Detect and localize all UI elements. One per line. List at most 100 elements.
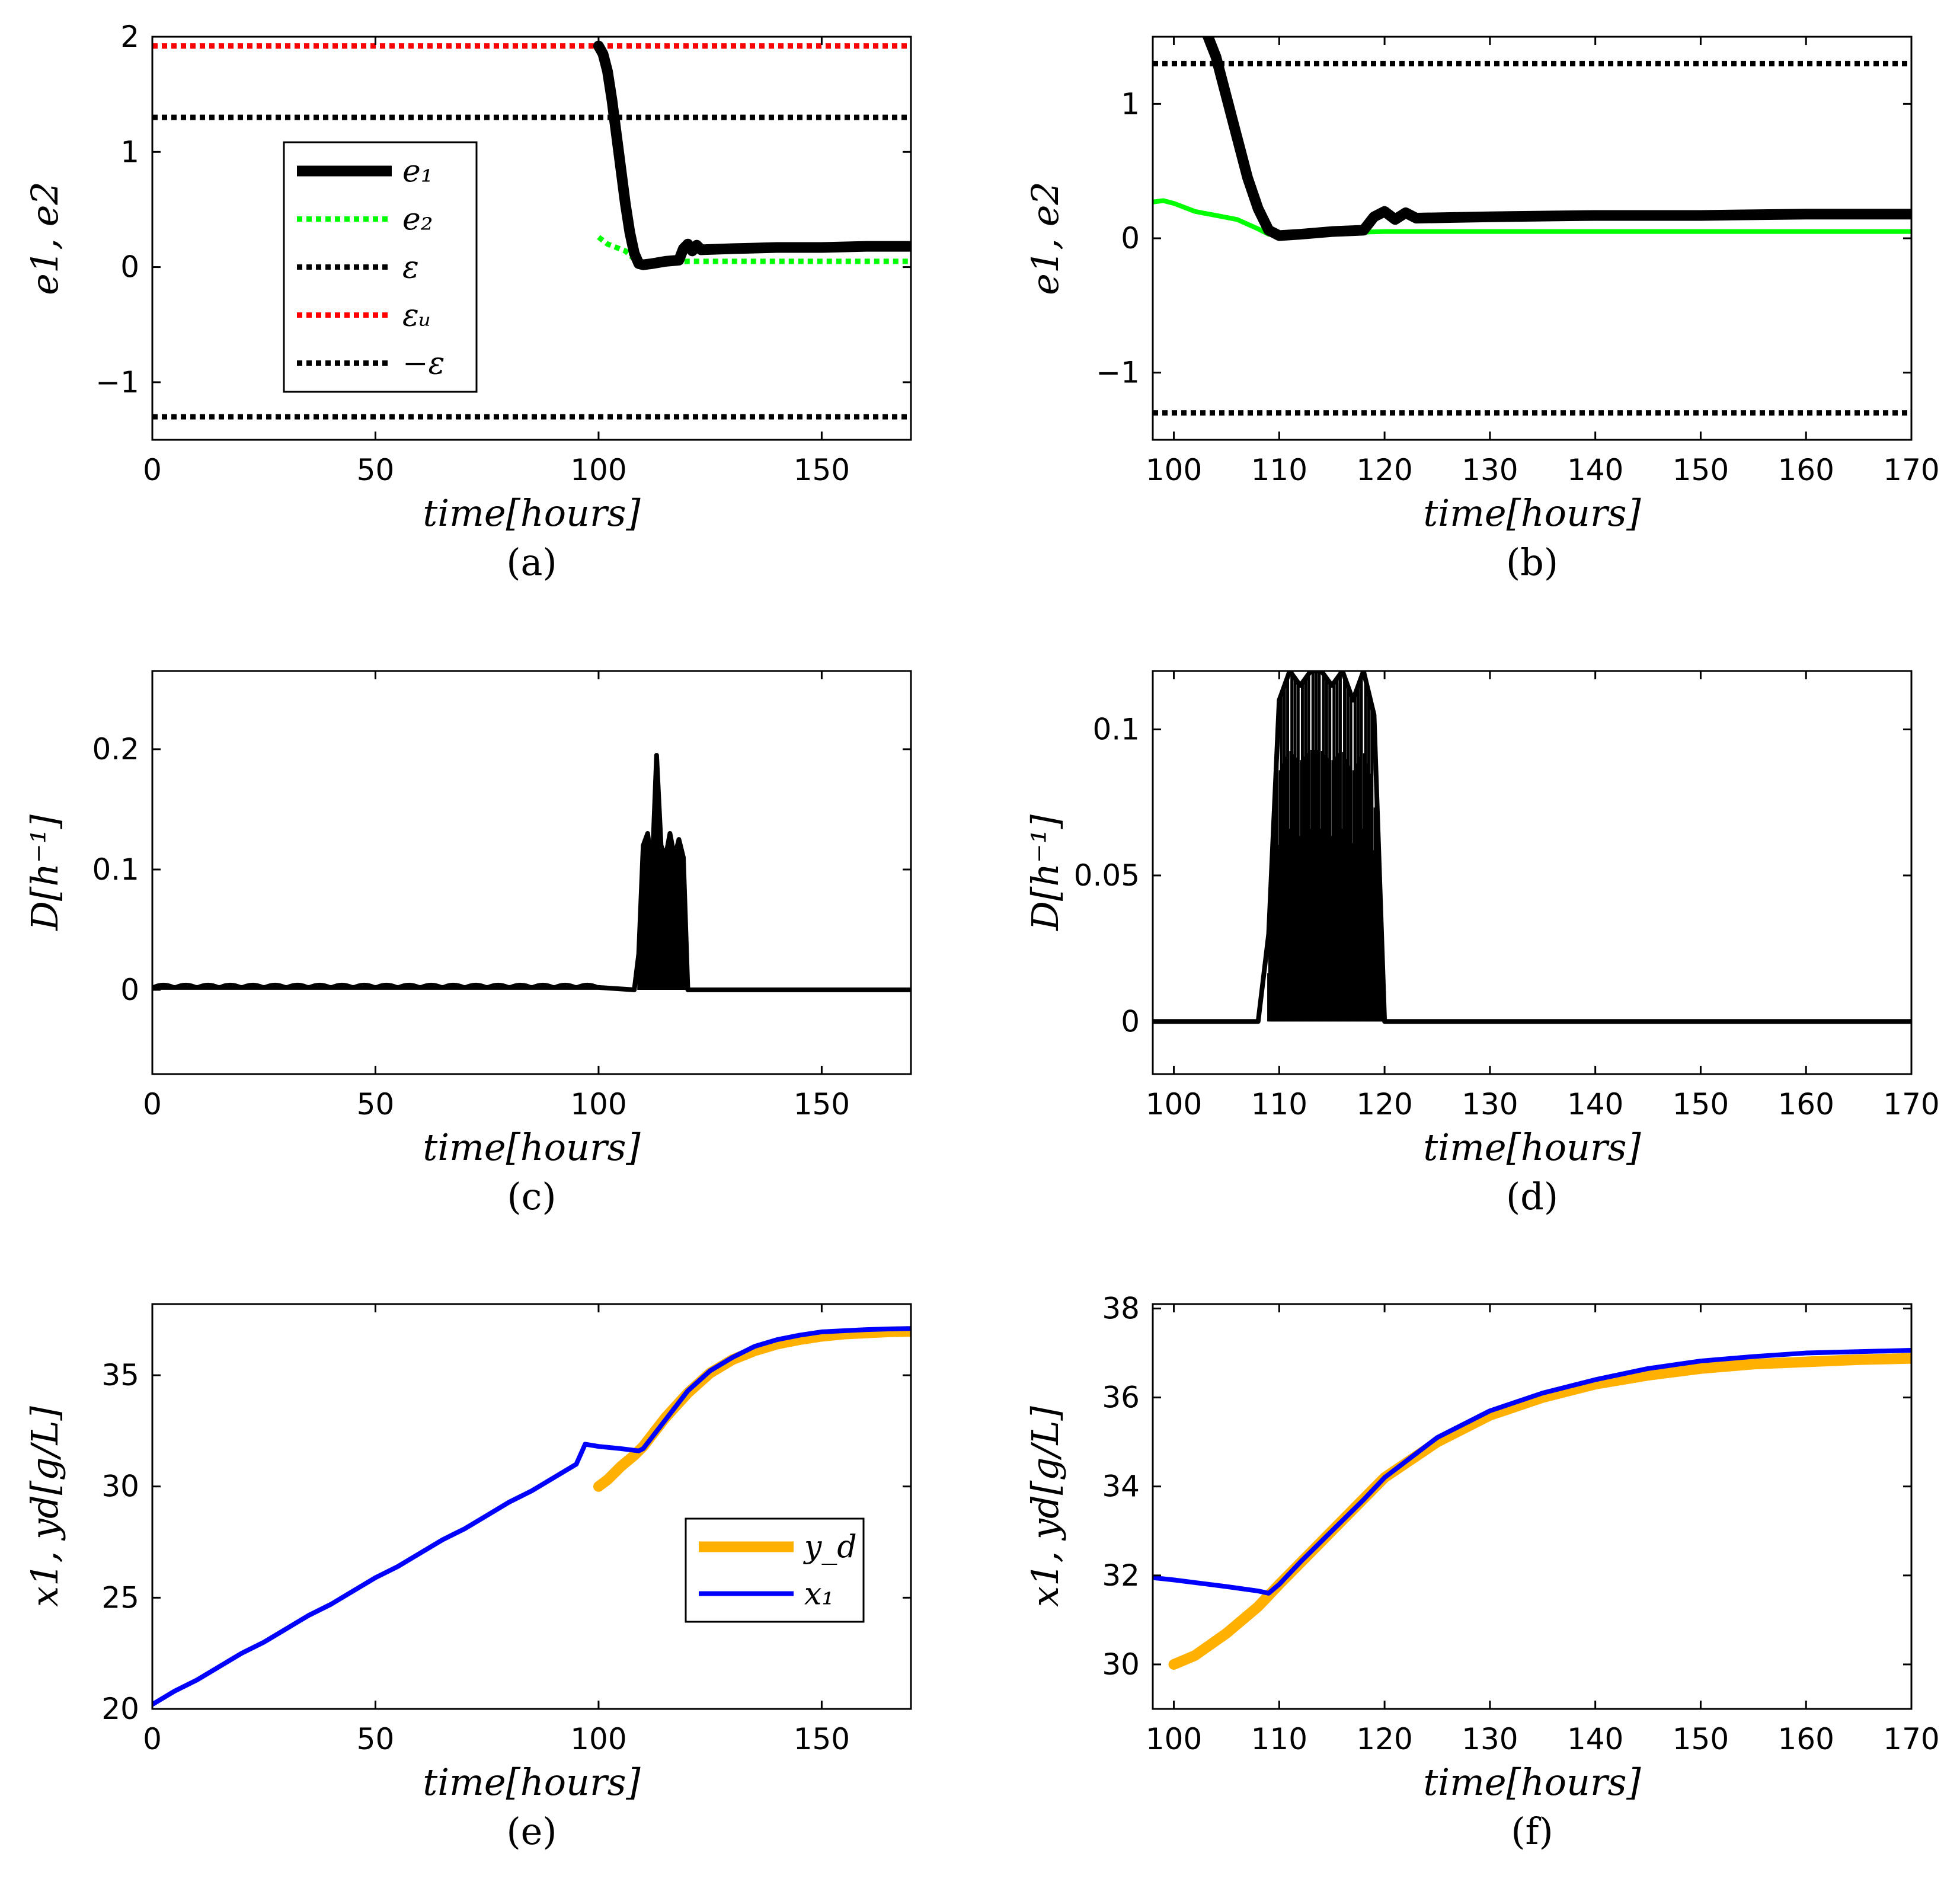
series-ripple-D xyxy=(442,982,466,989)
plot-area xyxy=(152,37,911,440)
legend-label-e2: e₂ xyxy=(402,202,433,238)
series-ripple-D xyxy=(330,982,354,989)
x-axis-label: time[hours] xyxy=(1423,1760,1641,1804)
legend-label-neps: −ε xyxy=(402,346,445,382)
series-group xyxy=(1153,1348,1911,1670)
x-tick-label: 170 xyxy=(1883,1722,1939,1756)
y-tick-label: −1 xyxy=(1096,356,1140,390)
legend-box xyxy=(685,1517,865,1623)
series-ripple-D xyxy=(263,982,287,989)
legend-box xyxy=(283,141,478,393)
series-ripple-D xyxy=(575,982,600,989)
series-ripple-D xyxy=(285,982,309,989)
series-ripple-D xyxy=(463,982,488,989)
x-tick-label: 0 xyxy=(143,453,162,487)
x-axis-label: time[hours] xyxy=(1423,491,1641,535)
x-tick-label: 150 xyxy=(794,1722,850,1756)
series-line-x1 xyxy=(1153,1348,1911,1596)
x-tick-label: 160 xyxy=(1778,453,1834,487)
y-tick-label: 0 xyxy=(1121,221,1140,255)
y-tick-label: 0.1 xyxy=(92,852,139,887)
y-tick-label: 34 xyxy=(1102,1469,1140,1504)
panel-caption: (c) xyxy=(507,1175,556,1218)
axes-frame xyxy=(151,670,912,1075)
x-tick-label: 50 xyxy=(357,1722,395,1756)
series-ripple-D xyxy=(196,982,220,989)
series-line-e2 xyxy=(597,235,911,268)
x-tick-label: 100 xyxy=(1146,453,1202,487)
x-tick-label: 130 xyxy=(1462,1087,1518,1121)
y-tick-label: 36 xyxy=(1102,1381,1140,1415)
y-tick-label: 38 xyxy=(1102,1292,1140,1326)
panel-c: 0 50 100 150 0 0.1 0.2 time[hours] D[h⁻¹] (c) xyxy=(23,670,912,1218)
x-tick-label: 120 xyxy=(1356,1087,1412,1121)
series-ripple-D xyxy=(486,982,510,989)
series-ripple-D xyxy=(508,982,533,989)
series-line-x1 xyxy=(152,1326,911,1707)
panel-e: 0 50 100 150 20 25 30 35 time[hours] x1, yd[g/L] (… xyxy=(23,1303,912,1853)
series-ripple-D xyxy=(530,982,555,989)
y-tick-label: 0 xyxy=(120,250,139,285)
x-tick-label: 160 xyxy=(1778,1087,1834,1121)
x-tick-label: 150 xyxy=(794,1087,850,1121)
panel-f: 100 110 120 130 140 150 160 170 30 32 34 36 38 time[h… xyxy=(1024,1292,1940,1853)
series-ripple-D xyxy=(553,982,577,989)
series-ripple-D xyxy=(419,982,443,989)
axes-frame xyxy=(151,36,912,441)
legend-label-x1: x₁ xyxy=(804,1577,834,1612)
series-ripple-D xyxy=(152,982,176,989)
panel-caption: (f) xyxy=(1511,1810,1553,1853)
y-axis-label: e1, e2 xyxy=(1024,181,1067,295)
x-tick-label: 120 xyxy=(1356,1722,1412,1756)
series-line-e1 xyxy=(1202,37,1911,241)
panel-caption: (d) xyxy=(1506,1175,1558,1218)
panel-caption: (e) xyxy=(506,1810,557,1853)
axes-frame xyxy=(151,1303,912,1710)
plot-area xyxy=(1153,671,1911,1074)
x-tick-label: 0 xyxy=(143,1722,162,1756)
series-ripple-D xyxy=(241,982,265,989)
y-axis-label: e1, e2 xyxy=(23,181,66,295)
x-axis-label: time[hours] xyxy=(423,1126,641,1169)
x-tick-label: 100 xyxy=(570,1722,626,1756)
x-tick-label: 110 xyxy=(1251,453,1307,487)
x-tick-label: 150 xyxy=(1673,1722,1729,1756)
axes-frame xyxy=(1152,670,1913,1075)
y-tick-label: 0 xyxy=(120,973,139,1007)
panel-caption: (a) xyxy=(506,541,557,584)
x-tick-label: 50 xyxy=(357,1087,395,1121)
y-tick-label: 25 xyxy=(101,1580,139,1615)
y-tick-label: 0.2 xyxy=(92,732,139,766)
x-tick-label: 130 xyxy=(1462,453,1518,487)
legend-label-eps: ε xyxy=(402,250,419,286)
y-tick-label: 0.1 xyxy=(1092,712,1140,747)
x-tick-label: 100 xyxy=(570,1087,626,1121)
x-tick-label: 110 xyxy=(1251,1087,1307,1121)
y-tick-label: −1 xyxy=(95,365,139,400)
legend-label-yd: y_d xyxy=(803,1530,857,1565)
legend-label-epsu: εᵤ xyxy=(402,298,431,334)
plot-area xyxy=(152,671,911,1074)
series-group xyxy=(1153,37,1911,416)
x-tick-label: 150 xyxy=(794,453,850,487)
x-axis-label: time[hours] xyxy=(423,1760,641,1804)
series-ripple-D xyxy=(218,982,242,989)
panel-b: 100 110 120 130 140 150 160 170 −1 0 1 time[hours] e… xyxy=(1024,36,1940,584)
x-tick-label: 100 xyxy=(570,453,626,487)
axes-frame xyxy=(1152,1303,1913,1710)
x-tick-label: 170 xyxy=(1883,453,1939,487)
series-line-e1 xyxy=(593,40,911,270)
x-tick-label: 140 xyxy=(1567,1722,1623,1756)
x-tick-label: 0 xyxy=(143,1087,162,1121)
plot-area xyxy=(152,1304,911,1709)
series-ripple-D xyxy=(375,982,399,989)
x-tick-label: 160 xyxy=(1778,1722,1834,1756)
y-axis-label: x1, yd[g/L] xyxy=(1024,1405,1067,1606)
x-tick-label: 100 xyxy=(1146,1087,1202,1121)
x-tick-label: 140 xyxy=(1567,1087,1623,1121)
y-tick-label: 1 xyxy=(1121,87,1140,121)
series-ripple-D xyxy=(352,982,376,989)
y-tick-label: 20 xyxy=(101,1692,139,1726)
x-tick-label: 150 xyxy=(1673,1087,1729,1121)
panel-a: 0 50 100 150 −1 0 1 2 time[hours] e1, e2 (a) e₁ e₂ εε… xyxy=(23,20,912,584)
